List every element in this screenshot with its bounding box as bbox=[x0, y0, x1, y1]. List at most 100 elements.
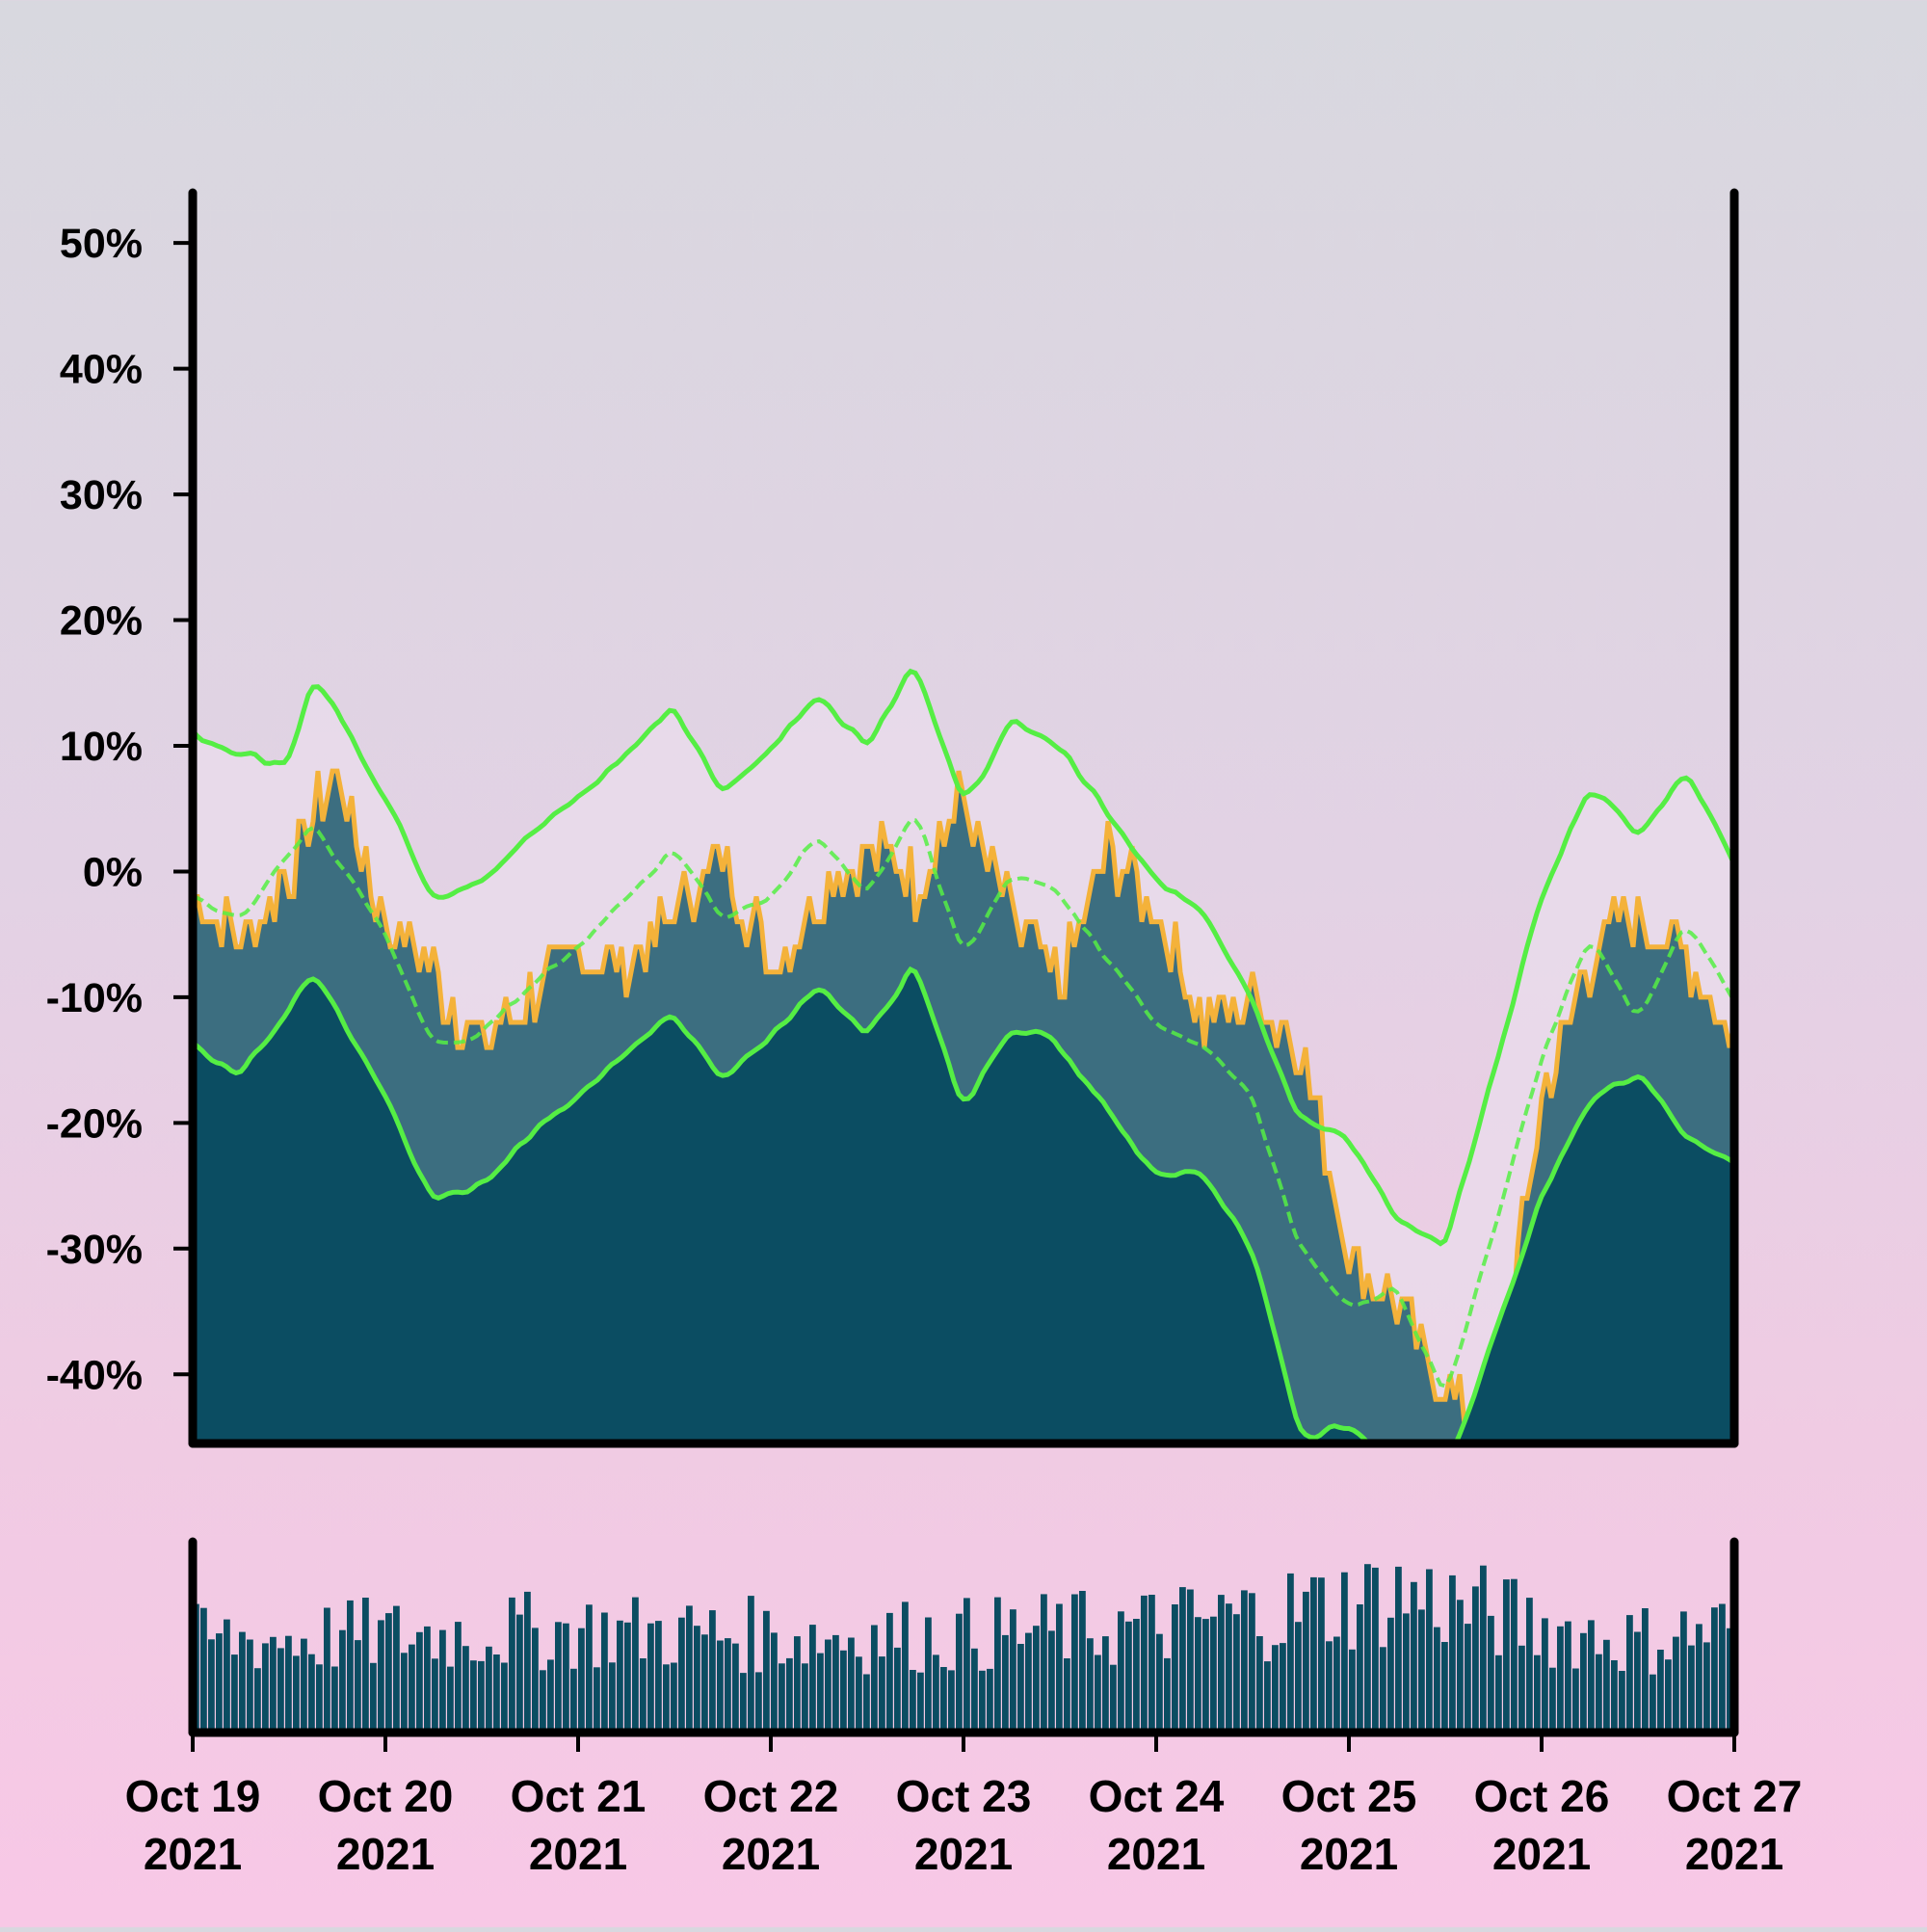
volume-bar bbox=[910, 1670, 916, 1733]
volume-bar bbox=[1488, 1615, 1494, 1733]
volume-bar bbox=[231, 1654, 238, 1733]
volume-bar bbox=[1256, 1636, 1263, 1733]
volume-bar bbox=[501, 1662, 508, 1733]
lower-envelope-fill bbox=[193, 969, 1734, 1443]
volume-bar bbox=[401, 1653, 408, 1733]
volume-bar bbox=[632, 1597, 639, 1733]
volume-bar bbox=[1056, 1603, 1063, 1733]
volume-bar bbox=[1696, 1624, 1703, 1733]
volume-bar bbox=[1665, 1659, 1672, 1733]
volume-bar bbox=[200, 1607, 207, 1733]
volume-bar bbox=[1650, 1674, 1656, 1733]
volume-bar bbox=[1411, 1581, 1417, 1733]
volume-bar bbox=[1395, 1566, 1402, 1733]
volume-bar bbox=[624, 1622, 631, 1733]
volume-bar bbox=[763, 1610, 770, 1733]
x-tick-year-label: 2021 bbox=[336, 1829, 435, 1879]
volume-bar bbox=[1172, 1604, 1178, 1733]
volume-bar bbox=[971, 1648, 978, 1733]
x-tick-label: Oct 24 bbox=[1089, 1771, 1225, 1821]
volume-bar bbox=[1025, 1632, 1032, 1733]
volume-bar bbox=[1565, 1621, 1571, 1733]
volume-bar bbox=[578, 1628, 585, 1733]
y-tick-label: -10% bbox=[46, 975, 143, 1021]
volume-bar bbox=[1588, 1620, 1595, 1733]
volume-bar bbox=[1372, 1567, 1379, 1733]
x-tick-year-label: 2021 bbox=[914, 1829, 1013, 1879]
volume-bar bbox=[1380, 1647, 1386, 1733]
volume-bar bbox=[470, 1660, 477, 1733]
volume-bar bbox=[1349, 1649, 1356, 1733]
volume-bar bbox=[1087, 1638, 1094, 1733]
volume-bar bbox=[1688, 1645, 1695, 1733]
volume-bar bbox=[1611, 1660, 1618, 1733]
volume-bar bbox=[1071, 1594, 1078, 1733]
volume-bar bbox=[1526, 1598, 1533, 1733]
volume-bar bbox=[270, 1636, 277, 1733]
volume-bar bbox=[647, 1623, 654, 1733]
volume-bar bbox=[324, 1607, 330, 1733]
volume-bar bbox=[1503, 1579, 1510, 1733]
volume-bar bbox=[1125, 1621, 1132, 1733]
volume-bar bbox=[208, 1639, 215, 1733]
volume-bar bbox=[1102, 1636, 1109, 1733]
volume-bar bbox=[1195, 1617, 1201, 1733]
volume-bar bbox=[570, 1668, 577, 1733]
volume-bar bbox=[1218, 1595, 1225, 1733]
volume-bar bbox=[1164, 1657, 1171, 1733]
volume-bar bbox=[601, 1612, 608, 1733]
volume-bar bbox=[1603, 1639, 1610, 1733]
volume-bar bbox=[509, 1597, 515, 1733]
volume-bar bbox=[987, 1668, 993, 1733]
volume-bar bbox=[1241, 1590, 1248, 1733]
volume-bar bbox=[1272, 1645, 1279, 1733]
volume-bar bbox=[894, 1647, 901, 1733]
main-plot-area bbox=[193, 668, 1734, 1443]
volume-bar bbox=[586, 1604, 593, 1733]
volume-bar bbox=[370, 1662, 377, 1733]
volume-bar bbox=[856, 1656, 862, 1733]
volume-bar bbox=[933, 1654, 939, 1733]
volume-bar bbox=[709, 1610, 716, 1733]
volume-bar bbox=[1418, 1609, 1425, 1733]
volume-bar bbox=[347, 1600, 354, 1733]
volume-bar bbox=[447, 1666, 454, 1733]
volume-bar bbox=[748, 1596, 754, 1733]
volume-bar bbox=[1703, 1642, 1710, 1733]
volume-bar bbox=[362, 1598, 369, 1733]
volume-bar bbox=[239, 1631, 246, 1733]
volume-bar bbox=[1480, 1565, 1487, 1733]
volume-bar bbox=[701, 1634, 708, 1733]
volume-bar bbox=[1364, 1564, 1371, 1733]
volume-bar bbox=[393, 1605, 400, 1733]
volume-bar bbox=[1118, 1611, 1124, 1733]
volume-bar bbox=[547, 1659, 554, 1733]
volume-bar bbox=[1357, 1604, 1363, 1733]
volume-bar bbox=[902, 1601, 909, 1733]
y-axis-ticks: -40% -30% -20% -10% 0% 10% 20% 30% 40% 50% bbox=[46, 221, 193, 1398]
volume-bar bbox=[424, 1626, 431, 1733]
volume-bar bbox=[1095, 1654, 1101, 1733]
y-tick-label: -40% bbox=[46, 1352, 143, 1398]
volume-bar bbox=[432, 1658, 438, 1733]
volume-bar bbox=[1534, 1654, 1541, 1733]
volume-bar bbox=[1465, 1624, 1471, 1733]
volume-bar bbox=[964, 1598, 970, 1733]
volume-bar bbox=[254, 1668, 261, 1733]
volume-bar bbox=[1187, 1589, 1194, 1733]
volume-bar bbox=[840, 1650, 847, 1733]
x-tick-year-label: 2021 bbox=[1107, 1829, 1205, 1879]
volume-bar bbox=[871, 1625, 878, 1733]
volume-bar bbox=[1156, 1633, 1163, 1733]
volume-bar bbox=[1680, 1611, 1687, 1733]
volume-bar bbox=[1202, 1619, 1209, 1733]
volume-bar bbox=[1542, 1618, 1548, 1733]
volume-bar bbox=[1711, 1607, 1718, 1733]
volume-bar bbox=[493, 1654, 500, 1733]
x-tick-year-label: 2021 bbox=[1300, 1829, 1398, 1879]
volume-bar bbox=[563, 1623, 569, 1733]
x-tick-label: Oct 26 bbox=[1474, 1771, 1610, 1821]
volume-bar bbox=[1387, 1617, 1394, 1733]
volume-bar bbox=[216, 1633, 223, 1733]
